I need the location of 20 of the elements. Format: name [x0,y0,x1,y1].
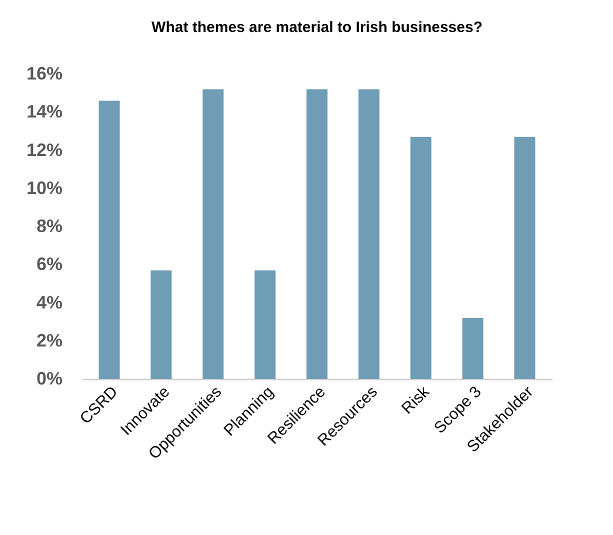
x-tick-label: Risk [398,382,434,418]
bar [358,89,380,379]
y-tick-label: 16% [26,64,62,84]
y-tick-label: 10% [26,178,62,198]
bar [202,89,224,379]
bar [410,136,432,379]
y-tick-label: 14% [26,102,62,122]
bar [150,270,172,379]
bar [306,89,328,379]
bar [254,270,276,379]
chart-title: What themes are material to Irish businesses? [152,19,482,36]
y-tick-label: 12% [26,140,62,160]
y-tick-label: 8% [36,216,62,236]
bar [462,318,484,379]
y-tick-label: 6% [36,254,62,274]
bar [98,100,120,379]
y-tick-label: 0% [36,368,62,388]
y-tick-label: 4% [36,292,62,312]
bar [514,136,536,379]
y-tick-label: 2% [36,330,62,350]
